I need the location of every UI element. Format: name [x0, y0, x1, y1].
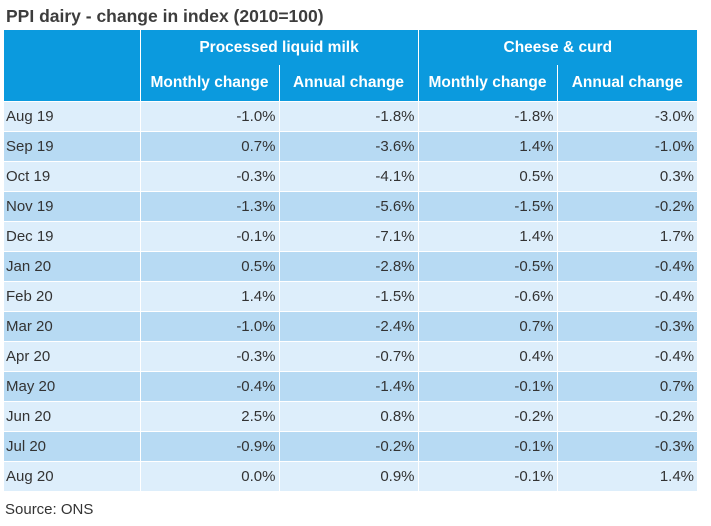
source-note: Source: ONS	[5, 501, 94, 518]
table-cell: -0.4%	[556, 280, 698, 311]
table-title: PPI dairy - change in index (2010=100)	[6, 6, 324, 26]
table-cell: -0.3%	[139, 160, 279, 191]
row-label: Feb 20	[4, 280, 140, 311]
subheader-cheese-monthly-change: Monthly change	[417, 65, 558, 101]
row-label: Jan 20	[4, 250, 140, 281]
table-body: Aug 19 -1.0% -1.8% -1.8% -3.0% Sep 19 0.7% -3.6…	[4, 100, 698, 491]
table-cell: -0.3%	[556, 310, 698, 341]
table-cell: 1.7%	[556, 220, 698, 251]
table-cell: -0.4%	[139, 370, 279, 401]
table-cell: -5.6%	[278, 190, 419, 221]
table-cell: -0.2%	[556, 400, 698, 431]
table-row: Oct 19 -0.3% -4.1% 0.5% 0.3%	[4, 160, 698, 191]
row-label: Jul 20	[4, 430, 140, 461]
row-label: Mar 20	[4, 310, 140, 341]
table-row: Dec 19 -0.1% -7.1% 1.4% 1.7%	[4, 220, 698, 251]
table-cell: -3.0%	[556, 100, 698, 131]
row-label: Dec 19	[4, 220, 140, 251]
table-cell: 0.5%	[139, 250, 279, 281]
row-label: Sep 19	[4, 130, 140, 161]
table-cell: -0.1%	[139, 220, 279, 251]
table-row: Jul 20 -0.9% -0.2% -0.1% -0.3%	[4, 430, 698, 461]
subheader-cheese-annual-change: Annual change	[556, 65, 698, 101]
table-cell: -0.1%	[417, 430, 558, 461]
table-cell: -0.4%	[556, 250, 698, 281]
table-cell: -0.7%	[278, 340, 419, 371]
table-cell: 0.9%	[278, 460, 419, 491]
subheader-milk-monthly-change: Monthly change	[139, 65, 279, 101]
table-cell: -0.2%	[556, 190, 698, 221]
table-cell: -1.0%	[139, 310, 279, 341]
table-cell: -1.4%	[278, 370, 419, 401]
table-cell: -0.2%	[278, 430, 419, 461]
table-cell: -2.8%	[278, 250, 419, 281]
table-cell: -7.1%	[278, 220, 419, 251]
table-cell: -1.8%	[417, 100, 558, 131]
table-cell: -0.2%	[417, 400, 558, 431]
table-cell: -0.1%	[417, 370, 558, 401]
table-cell: -0.5%	[417, 250, 558, 281]
table-cell: 0.4%	[417, 340, 558, 371]
row-label: Oct 19	[4, 160, 140, 191]
table-row: Aug 19 -1.0% -1.8% -1.8% -3.0%	[4, 100, 698, 131]
table-row: Mar 20 -1.0% -2.4% 0.7% -0.3%	[4, 310, 698, 341]
table-cell: -1.5%	[417, 190, 558, 221]
table-cell: -0.9%	[139, 430, 279, 461]
table-row: Jan 20 0.5% -2.8% -0.5% -0.4%	[4, 250, 698, 281]
table-cell: -4.1%	[278, 160, 419, 191]
row-label: Aug 20	[4, 460, 140, 491]
table-row: Feb 20 1.4% -1.5% -0.6% -0.4%	[4, 280, 698, 311]
table-row: Jun 20 2.5% 0.8% -0.2% -0.2%	[4, 400, 698, 431]
table-cell: 1.4%	[139, 280, 279, 311]
table-cell: -0.6%	[417, 280, 558, 311]
table-cell: 0.7%	[556, 370, 698, 401]
table-row: Nov 19 -1.3% -5.6% -1.5% -0.2%	[4, 190, 698, 221]
table-cell: -1.0%	[556, 130, 698, 161]
table-cell: -0.1%	[417, 460, 558, 491]
table-cell: 0.7%	[417, 310, 558, 341]
table-row: Aug 20 0.0% 0.9% -0.1% 1.4%	[4, 460, 698, 491]
table-cell: 1.4%	[417, 220, 558, 251]
table-cell: -1.3%	[139, 190, 279, 221]
table-cell: -1.8%	[278, 100, 419, 131]
ppi-dairy-table: Processed liquid milk Cheese & curd Mont…	[4, 30, 698, 491]
table-cell: 0.3%	[556, 160, 698, 191]
row-label: Nov 19	[4, 190, 140, 221]
table-cell: -2.4%	[278, 310, 419, 341]
group-header-processed-liquid-milk: Processed liquid milk	[139, 30, 419, 65]
table-cell: 2.5%	[139, 400, 279, 431]
row-label: Aug 19	[4, 100, 140, 131]
row-label: May 20	[4, 370, 140, 401]
table-cell: 0.7%	[139, 130, 279, 161]
table-cell: -3.6%	[278, 130, 419, 161]
table-cell: 1.4%	[417, 130, 558, 161]
table-cell: -0.3%	[139, 340, 279, 371]
table-cell: 1.4%	[556, 460, 698, 491]
table-cell: 0.8%	[278, 400, 419, 431]
table-cell: -1.5%	[278, 280, 419, 311]
group-header-cheese-curd: Cheese & curd	[417, 30, 698, 65]
table-cell: -0.3%	[556, 430, 698, 461]
table-row: Apr 20 -0.3% -0.7% 0.4% -0.4%	[4, 340, 698, 371]
table-cell: -0.4%	[556, 340, 698, 371]
table-cell: -1.0%	[139, 100, 279, 131]
row-label: Jun 20	[4, 400, 140, 431]
table-row: Sep 19 0.7% -3.6% 1.4% -1.0%	[4, 130, 698, 161]
table-row: May 20 -0.4% -1.4% -0.1% 0.7%	[4, 370, 698, 401]
header-corner	[4, 30, 140, 101]
subheader-milk-annual-change: Annual change	[278, 65, 419, 101]
table-cell: 0.0%	[139, 460, 279, 491]
table-cell: 0.5%	[417, 160, 558, 191]
row-label: Apr 20	[4, 340, 140, 371]
